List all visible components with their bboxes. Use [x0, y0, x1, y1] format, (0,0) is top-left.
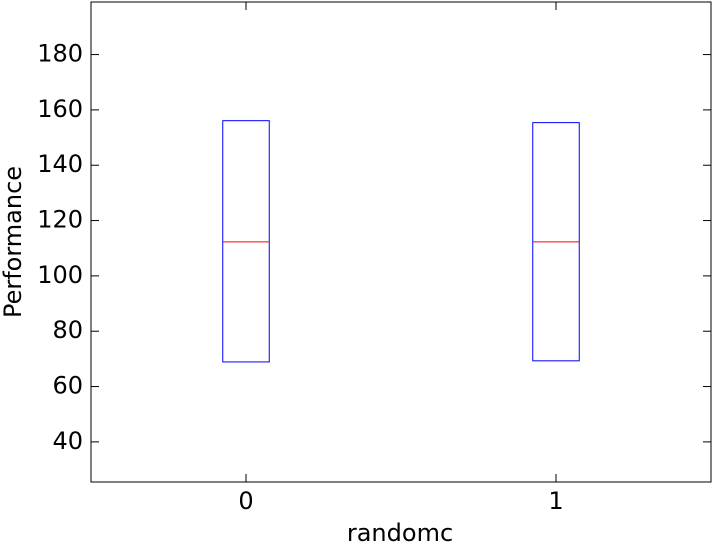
box [222, 120, 270, 363]
plot-frame [90, 1, 712, 483]
y-axis-label: Performance [0, 166, 27, 318]
y-tick-label: 80 [52, 316, 83, 344]
x-tick-label: 0 [238, 487, 253, 515]
y-tick-label: 100 [37, 261, 83, 289]
y-tick-label: 60 [52, 372, 83, 400]
y-tick-label: 40 [52, 427, 83, 455]
y-tick-label: 140 [37, 150, 83, 178]
x-axis-label: randomc [347, 519, 453, 547]
y-tick-label: 120 [37, 206, 83, 234]
x-tick-label: 1 [548, 487, 563, 515]
y-tick-label: 180 [37, 40, 83, 68]
y-tick-label: 160 [37, 95, 83, 123]
